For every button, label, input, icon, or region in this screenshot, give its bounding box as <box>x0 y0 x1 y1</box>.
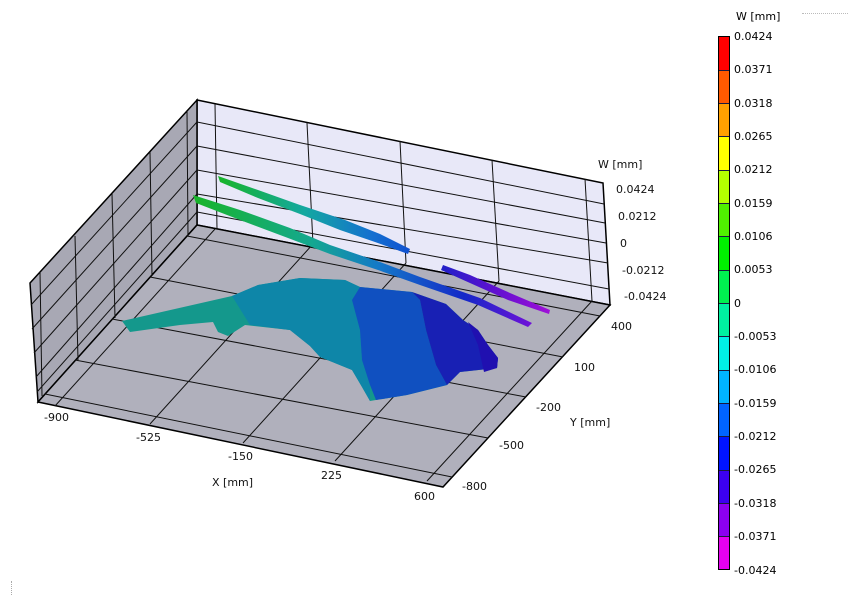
colorbar-segment <box>719 404 729 437</box>
colorbar-tick: 0.0159 <box>734 197 773 210</box>
colorbar-tick: 0.0371 <box>734 63 773 76</box>
colorbar-tick: -0.0265 <box>734 463 777 476</box>
colorbar-legend: W [mm] 0.0424 0.0371 0.0318 0.0265 0.021… <box>700 0 849 599</box>
y-tick-3: -500 <box>499 439 524 452</box>
strip-upper <box>218 176 410 254</box>
colorbar-tick: -0.0159 <box>734 397 777 410</box>
colorbar-segment <box>719 437 729 471</box>
colorbar-tick: 0 <box>734 297 741 310</box>
z-tick-2: 0 <box>620 237 627 250</box>
colorbar-segment <box>719 471 729 504</box>
y-tick-4: -800 <box>462 480 487 493</box>
resize-grip <box>11 581 12 595</box>
colorbar-tick: -0.0053 <box>734 330 777 343</box>
colorbar-tick: -0.0318 <box>734 497 777 510</box>
z-tick-0: 0.0424 <box>616 183 655 196</box>
colorbar-segment <box>719 371 729 404</box>
colorbar-tick: 0.0106 <box>734 230 773 243</box>
colorbar-segment <box>719 71 729 104</box>
colorbar <box>718 36 730 570</box>
colorbar-segment <box>719 271 729 304</box>
colorbar-title: W [mm] <box>736 10 781 23</box>
colorbar-tick: -0.0371 <box>734 530 777 543</box>
z-tick-4: -0.0424 <box>624 290 667 303</box>
colorbar-segment <box>719 137 729 171</box>
y-axis-title: Y [mm] <box>570 416 611 429</box>
colorbar-tick: 0.0265 <box>734 130 773 143</box>
colorbar-tick: -0.0424 <box>734 564 777 577</box>
z-axis-title: W [mm] <box>598 158 643 171</box>
colorbar-tick: 0.0424 <box>734 30 773 43</box>
y-tick-0: 400 <box>611 320 632 333</box>
colorbar-segment <box>719 337 729 371</box>
colorbar-segment <box>719 237 729 271</box>
colorbar-tick: 0.0318 <box>734 97 773 110</box>
3d-plot-area[interactable]: W [mm] 0.0424 0.0212 0 -0.0212 -0.0424 -… <box>0 0 700 599</box>
colorbar-tick: 0.0212 <box>734 163 773 176</box>
colorbar-segment <box>719 537 729 569</box>
y-tick-2: -200 <box>536 401 561 414</box>
x-tick-2: -150 <box>228 450 253 463</box>
3d-plot-svg <box>29 98 612 488</box>
z-tick-3: -0.0212 <box>622 264 665 277</box>
x-tick-0: -900 <box>44 411 69 424</box>
x-tick-4: 600 <box>414 490 435 503</box>
strip-right <box>441 265 550 314</box>
colorbar-segment <box>719 504 729 537</box>
colorbar-segment <box>719 104 729 137</box>
y-tick-1: 100 <box>574 361 595 374</box>
x-tick-3: 225 <box>321 469 342 482</box>
z-tick-1: 0.0212 <box>618 210 657 223</box>
x-tick-1: -525 <box>136 431 161 444</box>
strip-lower <box>193 195 532 327</box>
colorbar-segment <box>719 204 729 237</box>
x-axis-title: X [mm] <box>212 476 254 489</box>
colorbar-segment <box>719 304 729 337</box>
colorbar-segment <box>719 171 729 204</box>
colorbar-tick: -0.0106 <box>734 363 777 376</box>
surface-patch <box>122 278 498 401</box>
colorbar-segment <box>719 37 729 71</box>
colorbar-tick: 0.0053 <box>734 263 773 276</box>
dotted-divider <box>802 13 848 14</box>
colorbar-tick: -0.0212 <box>734 430 777 443</box>
